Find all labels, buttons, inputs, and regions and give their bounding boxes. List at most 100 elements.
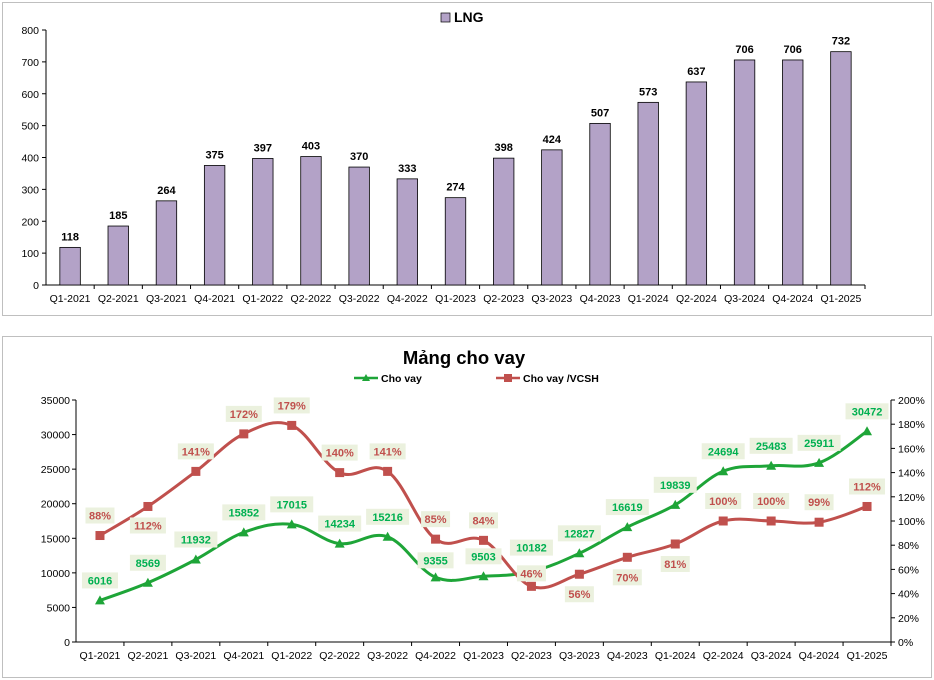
data-label-box <box>612 569 642 586</box>
chart-title: Mảng cho vay <box>403 347 526 368</box>
y-tick-label: 100 <box>21 248 39 260</box>
bar-value-label: 118 <box>61 231 79 243</box>
x-tick-label: Q4-2023 <box>580 293 621 305</box>
bar-value-label: 637 <box>687 66 705 78</box>
bar-value-label: 370 <box>350 151 368 163</box>
data-label: 24694 <box>708 446 739 458</box>
data-label: 25911 <box>804 438 834 450</box>
y-right-tick-label: 0% <box>898 637 913 649</box>
y-tick-label: 500 <box>21 121 39 133</box>
y-tick-label: 200 <box>21 216 39 228</box>
data-label-box <box>705 493 742 509</box>
y-left-tick-label: 20000 <box>41 499 70 511</box>
lng-bar-chart: LNG 0 100 200 300 400 500 600 700 800 118 Q1-2021 1… <box>21 9 866 305</box>
x-tick-label: Q3-2023 <box>531 293 572 305</box>
lending-line-chart: Mảng cho vay Cho vay Cho vay /VCSH 0 5000… <box>41 347 925 662</box>
bar-value-label: 274 <box>446 182 465 194</box>
x-tick-label: Q2-2022 <box>319 650 360 662</box>
data-point <box>94 595 105 605</box>
data-labels: 88% 112% 141% 172% 179% 140% 141% 85% 84% 46% 56% 7… <box>81 397 889 603</box>
y-tick-label: 0 <box>33 280 39 292</box>
data-label-box <box>366 508 410 525</box>
data-label-box <box>421 511 451 528</box>
data-point <box>622 522 633 532</box>
data-label: 84% <box>472 515 494 527</box>
bar <box>348 166 370 286</box>
x-tick-label: Q2-2023 <box>483 293 524 305</box>
bar <box>300 156 322 286</box>
bar-value-label: 573 <box>639 86 657 98</box>
legend-label-cho-vay-vcsh: Cho vay /VCSH <box>523 373 599 385</box>
data-label-box <box>85 507 115 524</box>
data-point <box>862 426 873 436</box>
data-label-box <box>753 493 790 509</box>
data-label: 12827 <box>564 528 595 540</box>
x-tick-label: Q1-2022 <box>271 650 312 662</box>
y-left-tick-label: 35000 <box>41 395 70 407</box>
data-point <box>238 527 249 537</box>
data-label: 10182 <box>516 543 547 555</box>
x-tick-label: Q1-2025 <box>820 293 861 305</box>
bar-value-label: 507 <box>591 107 609 119</box>
data-label-box <box>516 565 546 582</box>
y-left-tick-label: 0 <box>64 637 70 649</box>
data-point <box>574 569 584 579</box>
x-tick-label: Q4-2021 <box>223 650 264 662</box>
bar <box>589 122 611 286</box>
y-tick-label: 800 <box>21 25 39 37</box>
plot-area: 0 5000 10000 15000 20000 25000 30000 35000 0% 20%… <box>41 395 925 662</box>
data-label-box <box>660 555 690 572</box>
bar <box>252 158 274 286</box>
data-label-box <box>273 397 310 414</box>
x-tick-label: Q3-2021 <box>175 650 216 662</box>
bar-value-label: 333 <box>398 163 416 175</box>
data-label-box <box>369 443 406 460</box>
legend: Cho vay Cho vay /VCSH <box>354 373 599 385</box>
data-label-box <box>797 434 841 451</box>
bar-value-label: 424 <box>543 134 562 146</box>
data-label-box <box>804 494 834 511</box>
data-point <box>622 552 632 562</box>
legend-swatch-lng <box>440 12 451 23</box>
data-label-box <box>222 504 266 521</box>
bar-value-label: 397 <box>254 142 272 154</box>
data-point <box>574 548 585 558</box>
bar-value-label: 706 <box>784 44 802 56</box>
x-tick-label: Q4-2022 <box>387 293 428 305</box>
y-tick-label: 300 <box>21 184 39 196</box>
bar <box>782 59 804 286</box>
data-label-box <box>129 554 166 571</box>
y-left-tick-label: 15000 <box>41 533 70 545</box>
x-tick-label: Q4-2024 <box>799 650 840 662</box>
data-label: 30472 <box>852 406 883 418</box>
y-tick-label: 400 <box>21 153 39 165</box>
y-left-tick-label: 5000 <box>47 602 71 614</box>
data-label-box <box>129 517 166 534</box>
series-line-cho-vay-vcsh <box>99 421 868 590</box>
data-label: 6016 <box>88 575 112 587</box>
y-right-tick-label: 80% <box>898 540 919 552</box>
data-label: 15852 <box>228 507 259 519</box>
y-left-tick-label: 25000 <box>41 464 70 476</box>
data-point <box>526 581 536 591</box>
x-tick-label: Q3-2021 <box>146 293 187 305</box>
x-tick-label: Q1-2023 <box>463 650 504 662</box>
data-point <box>430 572 441 582</box>
data-label: 19839 <box>660 480 691 492</box>
bar <box>396 178 418 286</box>
y-right-tick-label: 180% <box>898 419 925 431</box>
data-label-box <box>270 496 314 513</box>
x-tick-label: Q3-2023 <box>559 650 600 662</box>
data-point <box>718 516 728 526</box>
y-right-tick-label: 60% <box>898 564 919 576</box>
data-point <box>95 531 105 541</box>
y-right-tick-label: 200% <box>898 395 925 407</box>
data-point <box>478 571 489 581</box>
data-label-box <box>845 403 889 420</box>
bar <box>59 246 81 286</box>
data-point <box>334 538 345 548</box>
data-label: 11932 <box>181 534 211 546</box>
y-right-tick-label: 160% <box>898 443 925 455</box>
data-point <box>766 516 776 526</box>
x-tick-label: Q1-2022 <box>242 293 283 305</box>
